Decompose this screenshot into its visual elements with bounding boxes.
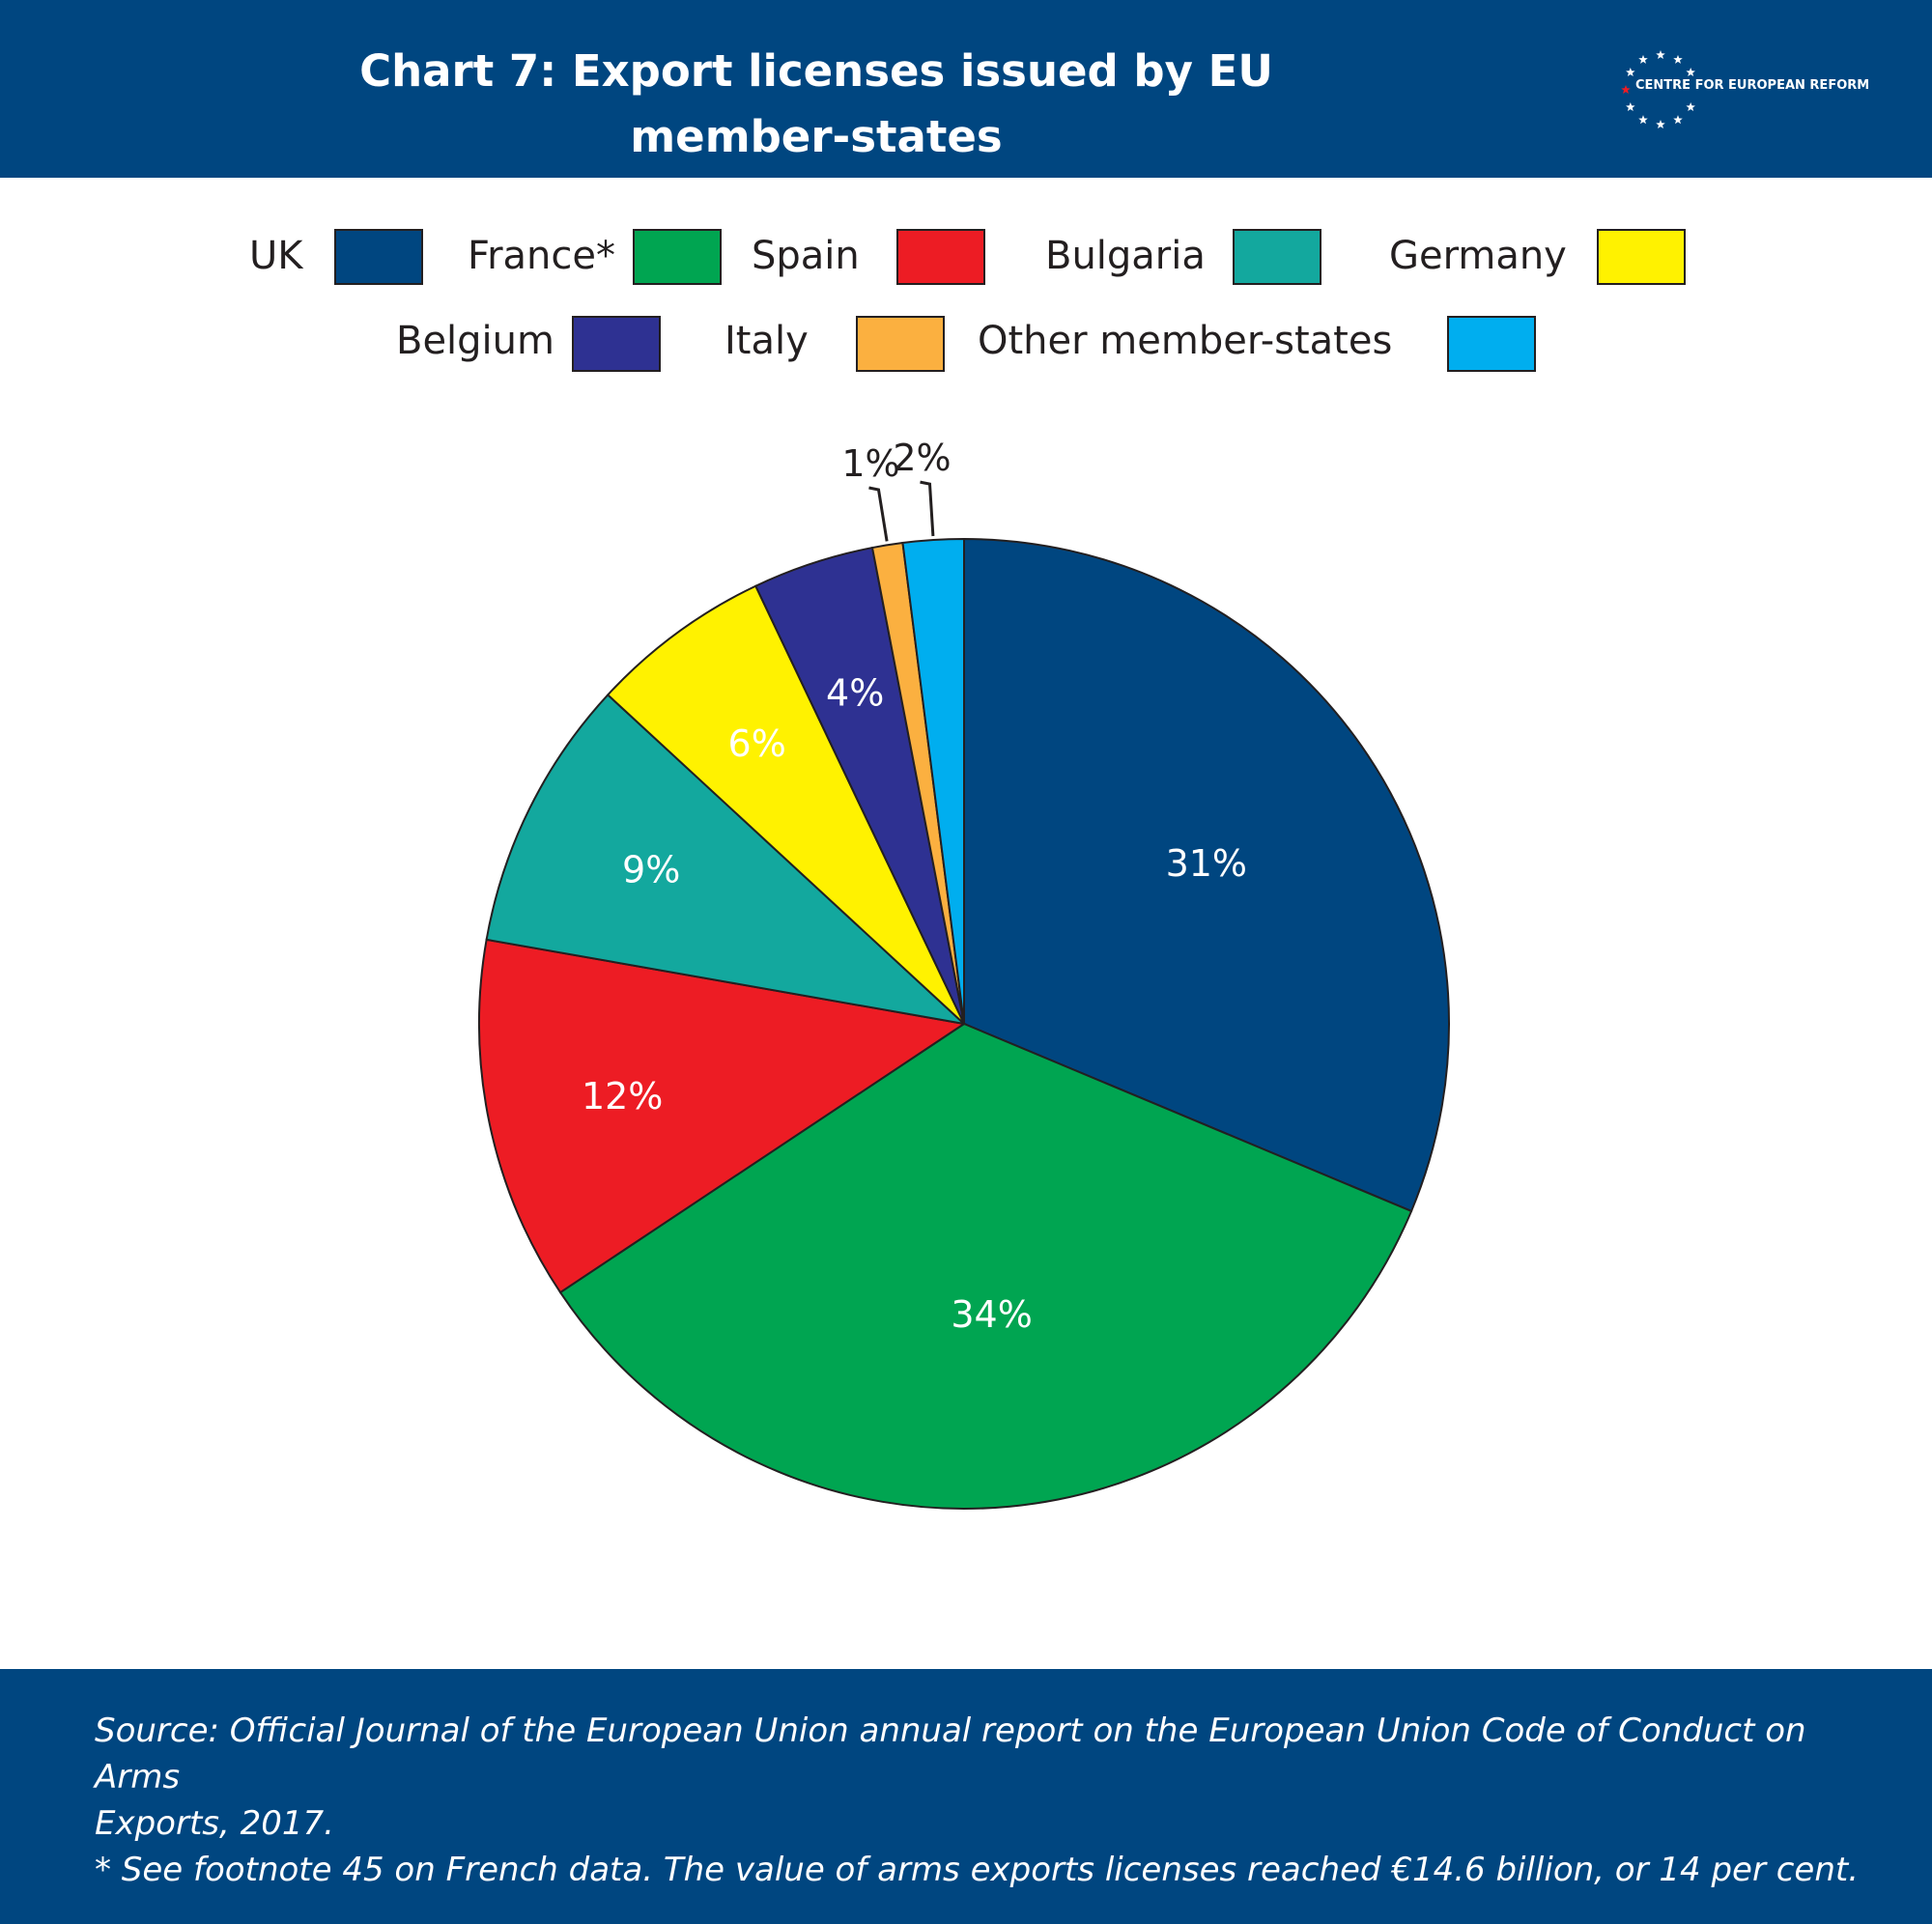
legend-label-bulgaria: Bulgaria bbox=[1045, 234, 1206, 278]
source-line-2: Exports, 2017. bbox=[95, 1804, 334, 1843]
legend: UK France* Spain Bulgaria Germany Belgiu… bbox=[0, 0, 1932, 406]
data-label-italy: 1% bbox=[841, 442, 899, 485]
source-note: Source: Official Journal of the European… bbox=[95, 1708, 1891, 1893]
logo-star bbox=[1673, 115, 1683, 125]
legend-swatch-bulgaria bbox=[1233, 229, 1321, 285]
footnote: * See footnote 45 on French data. The va… bbox=[95, 1851, 1860, 1889]
logo-star bbox=[1638, 54, 1648, 64]
legend-swatch-belgium bbox=[572, 316, 661, 372]
legend-label-belgium: Belgium bbox=[396, 319, 554, 363]
pie-slice-other-member-states bbox=[901, 537, 965, 1025]
legend-label-france: France* bbox=[468, 234, 616, 278]
data-label-france: 34% bbox=[951, 1293, 1032, 1336]
chart-title-line-2: to Saudi Arabia in 2017 bbox=[528, 177, 1104, 228]
logo-star bbox=[1656, 120, 1665, 129]
logo-star bbox=[1621, 85, 1631, 95]
legend-swatch-spain bbox=[896, 229, 985, 285]
logo-star bbox=[1656, 50, 1665, 60]
pie-slice-uk bbox=[963, 537, 1450, 1213]
logo-star bbox=[1626, 68, 1635, 77]
legend-swatch-france bbox=[633, 229, 722, 285]
data-label-germany: 6% bbox=[728, 722, 786, 765]
logo-star bbox=[1626, 102, 1635, 112]
legend-swatch-other bbox=[1447, 316, 1536, 372]
legend-label-spain: Spain bbox=[752, 234, 860, 278]
legend-swatch-uk bbox=[334, 229, 423, 285]
logo-star bbox=[1686, 102, 1695, 112]
footer-banner: Source: Official Journal of the European… bbox=[0, 1669, 1932, 1924]
leader-line-other-member-states bbox=[920, 480, 935, 537]
chart-title: Chart 7: Export licenses issued by EU me… bbox=[290, 39, 1343, 236]
legend-label-other: Other member-states bbox=[978, 319, 1393, 363]
cer-logo-text: CENTRE FOR EUROPEAN REFORM bbox=[1635, 78, 1870, 93]
legend-label-italy: Italy bbox=[724, 319, 809, 363]
chart-title-line-1: Chart 7: Export licenses issued by EU me… bbox=[359, 45, 1273, 162]
legend-label-uk: UK bbox=[249, 234, 303, 278]
pie-slice-bulgaria bbox=[485, 693, 968, 1026]
header-banner: Chart 7: Export licenses issued by EU me… bbox=[0, 0, 1932, 228]
source-line-1: Source: Official Journal of the European… bbox=[95, 1712, 1806, 1797]
logo-star bbox=[1673, 54, 1683, 64]
leader-line-italy bbox=[868, 486, 889, 542]
pie-slice-france bbox=[558, 1022, 1413, 1510]
logo-star bbox=[1686, 68, 1695, 77]
legend-label-germany: Germany bbox=[1389, 234, 1567, 278]
legend-swatch-italy bbox=[856, 316, 945, 372]
pie-chart: 31% 34% 12% 9% 6% 4% 1%2% bbox=[478, 437, 1450, 1510]
data-label-uk: 31% bbox=[1166, 842, 1247, 885]
pie-slice-spain bbox=[478, 938, 967, 1294]
pie-slice-germany bbox=[606, 584, 965, 1025]
cer-logo bbox=[1621, 50, 1695, 129]
legend-swatch-germany bbox=[1597, 229, 1686, 285]
data-label-belgium: 4% bbox=[826, 672, 884, 715]
data-label-spain: 12% bbox=[582, 1075, 663, 1118]
logo-star bbox=[1638, 115, 1648, 125]
data-label-other-member-states: 2% bbox=[893, 437, 951, 479]
data-label-bulgaria: 9% bbox=[622, 849, 680, 891]
